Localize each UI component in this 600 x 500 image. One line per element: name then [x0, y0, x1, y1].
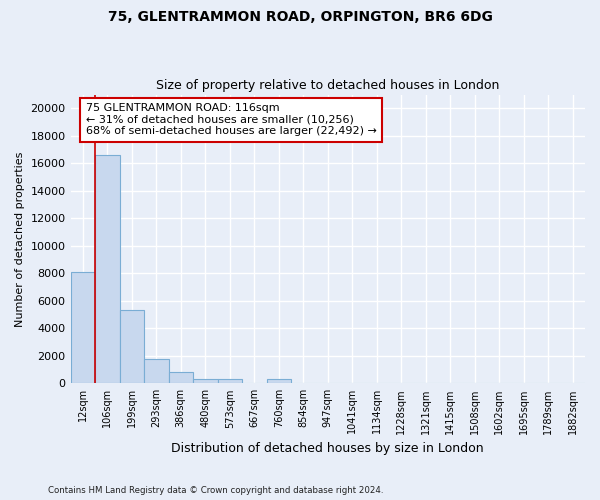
Y-axis label: Number of detached properties: Number of detached properties: [15, 151, 25, 326]
Bar: [193, 379, 218, 384]
Bar: [144, 358, 169, 384]
X-axis label: Distribution of detached houses by size in London: Distribution of detached houses by size …: [172, 442, 484, 455]
Bar: [169, 372, 193, 384]
Bar: [71, 272, 95, 384]
Bar: [95, 155, 119, 384]
Bar: [266, 379, 291, 384]
Text: 75 GLENTRAMMON ROAD: 116sqm
← 31% of detached houses are smaller (10,256)
68% of: 75 GLENTRAMMON ROAD: 116sqm ← 31% of det…: [86, 103, 377, 136]
Text: Contains HM Land Registry data © Crown copyright and database right 2024.: Contains HM Land Registry data © Crown c…: [48, 486, 383, 495]
Text: 75, GLENTRAMMON ROAD, ORPINGTON, BR6 6DG: 75, GLENTRAMMON ROAD, ORPINGTON, BR6 6DG: [107, 10, 493, 24]
Bar: [119, 310, 144, 384]
Title: Size of property relative to detached houses in London: Size of property relative to detached ho…: [156, 79, 499, 92]
Bar: [218, 379, 242, 384]
